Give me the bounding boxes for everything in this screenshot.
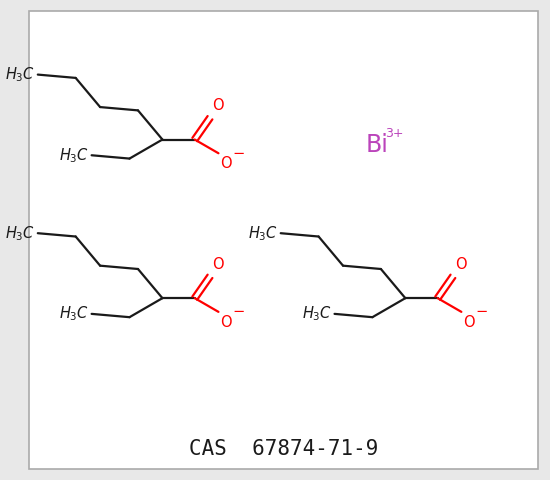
Text: O: O xyxy=(455,257,466,272)
Text: 3+: 3+ xyxy=(385,127,404,140)
Text: O: O xyxy=(212,257,224,272)
Text: Bi: Bi xyxy=(366,133,389,157)
Text: O: O xyxy=(212,98,224,113)
Text: −: − xyxy=(232,304,244,319)
Text: O: O xyxy=(221,156,232,171)
Text: $H_3C$: $H_3C$ xyxy=(248,224,278,242)
FancyBboxPatch shape xyxy=(29,11,538,469)
Text: $H_3C$: $H_3C$ xyxy=(59,304,89,323)
Text: −: − xyxy=(232,146,244,161)
Text: O: O xyxy=(464,315,475,330)
Text: $H_3C$: $H_3C$ xyxy=(59,146,89,165)
Text: $H_3C$: $H_3C$ xyxy=(5,65,35,84)
Text: $H_3C$: $H_3C$ xyxy=(302,304,332,323)
Text: $H_3C$: $H_3C$ xyxy=(5,224,35,242)
Text: CAS  67874-71-9: CAS 67874-71-9 xyxy=(189,439,378,459)
Text: O: O xyxy=(221,315,232,330)
Text: −: − xyxy=(475,304,487,319)
